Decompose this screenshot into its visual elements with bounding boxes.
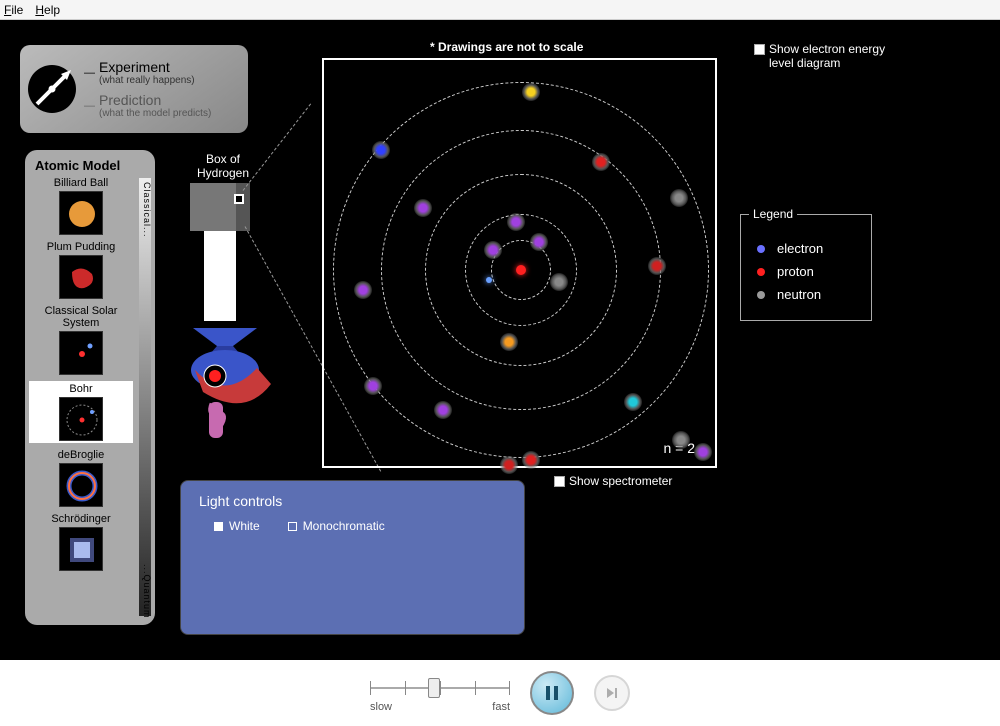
legend-dot [757, 268, 765, 276]
prediction-label[interactable]: Prediction [99, 92, 211, 108]
legend-title: Legend [749, 207, 797, 221]
particle [434, 401, 452, 419]
particle [694, 443, 712, 461]
particle [500, 456, 518, 474]
model-thumb [59, 191, 103, 235]
simulation-stage: —Experiment(what really happens) —Predic… [0, 20, 1000, 660]
particle [530, 233, 548, 251]
show-energy-diagram-label: Show electron energy level diagram [769, 42, 899, 70]
light-gun-icon[interactable] [185, 320, 275, 450]
light-beam [204, 231, 236, 321]
particle [624, 393, 642, 411]
model-item-bohr[interactable]: Bohr [29, 381, 133, 443]
menu-help[interactable]: Help [35, 3, 60, 17]
hydrogen-box-icon [190, 183, 250, 231]
particle [592, 153, 610, 171]
particle [550, 273, 568, 291]
legend-row: neutron [751, 287, 861, 302]
projection-line [243, 104, 312, 191]
particle [372, 141, 390, 159]
mode-panel: —Experiment(what really happens) —Predic… [20, 45, 248, 133]
fast-label: fast [492, 701, 510, 713]
model-item-billiard-ball[interactable]: Billiard Ball [29, 177, 133, 235]
quantum-label: ...Quantum [142, 564, 152, 619]
particle [507, 213, 525, 231]
particle [414, 199, 432, 217]
particle [500, 333, 518, 351]
classical-label: Classical... [142, 182, 152, 238]
step-button[interactable] [594, 675, 630, 711]
checkbox-icon[interactable] [554, 476, 565, 487]
legend-dot [757, 291, 765, 299]
checkbox-icon[interactable] [754, 44, 765, 55]
experiment-label[interactable]: Experiment [99, 59, 195, 75]
particle [672, 431, 690, 449]
radio-icon[interactable] [288, 522, 297, 531]
menu-file[interactable]: File [4, 3, 23, 17]
model-label: Plum Pudding [29, 241, 133, 253]
speed-slider[interactable]: slow fast [370, 673, 510, 713]
simulation-frame: n = 2 [322, 58, 717, 468]
atomic-model-title: Atomic Model [35, 158, 147, 173]
model-thumb [59, 331, 103, 375]
menubar: File Help [0, 0, 1000, 20]
model-item-classical-solar-system[interactable]: Classical Solar System [29, 305, 133, 375]
legend-row: electron [751, 241, 861, 256]
model-item-schr-dinger[interactable]: Schrödinger [29, 513, 133, 571]
pause-button[interactable] [530, 671, 574, 715]
model-thumb [59, 527, 103, 571]
model-label: Bohr [29, 383, 133, 395]
particle [354, 281, 372, 299]
scale-note: * Drawings are not to scale [430, 40, 583, 54]
particle [522, 451, 540, 469]
mode-dial-icon[interactable] [28, 65, 76, 113]
prediction-sub: (what the model predicts) [99, 108, 211, 119]
experiment-sub: (what really happens) [99, 75, 195, 86]
model-label: deBroglie [29, 449, 133, 461]
particle [670, 189, 688, 207]
legend-dot [757, 245, 765, 253]
particle [522, 83, 540, 101]
playback-bar: slow fast [0, 660, 1000, 726]
legend-label: neutron [777, 287, 821, 302]
light-controls-title: Light controls [199, 493, 506, 509]
legend-label: electron [777, 241, 823, 256]
particle [364, 377, 382, 395]
radio-icon[interactable] [214, 522, 223, 531]
model-label: Schrödinger [29, 513, 133, 525]
model-label: Classical Solar System [29, 305, 133, 329]
light-mode-monochromatic[interactable]: Monochromatic [288, 519, 385, 533]
model-thumb [59, 397, 103, 441]
classical-quantum-bar [139, 178, 151, 616]
light-mode-white[interactable]: White [214, 519, 260, 533]
atomic-model-panel: Atomic Model Classical... ...Quantum Bil… [25, 150, 155, 625]
slider-knob[interactable] [428, 678, 440, 698]
model-item-debroglie[interactable]: deBroglie [29, 449, 133, 507]
show-energy-diagram-toggle[interactable]: Show electron energy level diagram [750, 42, 899, 70]
particle [516, 265, 526, 275]
slow-label: slow [370, 701, 392, 713]
model-item-plum-pudding[interactable]: Plum Pudding [29, 241, 133, 299]
light-controls-panel: Light controls White Monochromatic [180, 480, 525, 635]
model-label: Billiard Ball [29, 177, 133, 189]
box-of-hydrogen-label: Box of Hydrogen [188, 152, 258, 180]
legend-label: proton [777, 264, 814, 279]
particle [484, 241, 502, 259]
model-thumb [59, 255, 103, 299]
legend-row: proton [751, 264, 861, 279]
show-spectrometer-label: Show spectrometer [569, 474, 672, 488]
particle [486, 277, 492, 283]
show-spectrometer-toggle[interactable]: Show spectrometer [550, 474, 672, 488]
particle [648, 257, 666, 275]
model-thumb [59, 463, 103, 507]
legend-panel: Legend electronprotonneutron [740, 214, 872, 321]
